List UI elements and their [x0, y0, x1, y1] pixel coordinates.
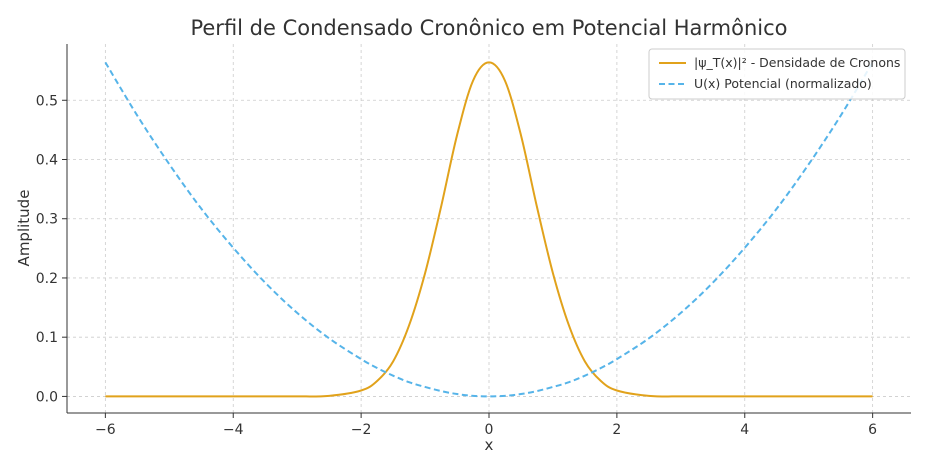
x-tick-label: 4	[740, 422, 749, 438]
legend-label-density: |ψ_T(x)|² - Densidade de Cronons	[694, 55, 900, 70]
x-tick-label: 6	[868, 422, 877, 438]
x-tick-label: −6	[95, 422, 116, 438]
series-layer	[104, 61, 874, 398]
x-tick-label: −2	[351, 422, 372, 438]
chart-title: Perfil de Condensado Cronônico em Potenc…	[190, 16, 787, 40]
x-tick-label: 0	[485, 422, 494, 438]
y-tick-label: 0.3	[36, 212, 58, 228]
y-axis-label: Amplitude	[15, 190, 33, 267]
y-tick-label: 0.1	[36, 330, 58, 346]
x-axis-label: x	[485, 436, 494, 454]
x-tick-label: −4	[223, 422, 244, 438]
y-tick-label: 0.2	[36, 271, 58, 287]
series-line-density	[105, 61, 873, 398]
y-tick-label: 0.0	[36, 389, 58, 405]
series-line-potential	[104, 61, 874, 398]
y-tick-label: 0.5	[36, 93, 58, 109]
legend: |ψ_T(x)|² - Densidade de Cronons U(x) Po…	[648, 48, 906, 100]
x-ticks: −6 −4 −2 0 2 4 6	[95, 413, 877, 438]
legend-box	[648, 48, 906, 100]
y-ticks: 0.0 0.1 0.2 0.3 0.4 0.5	[36, 93, 67, 405]
x-tick-label: 2	[612, 422, 621, 438]
y-tick-label: 0.4	[36, 152, 58, 168]
legend-label-potential: U(x) Potencial (normalizado)	[694, 76, 872, 91]
